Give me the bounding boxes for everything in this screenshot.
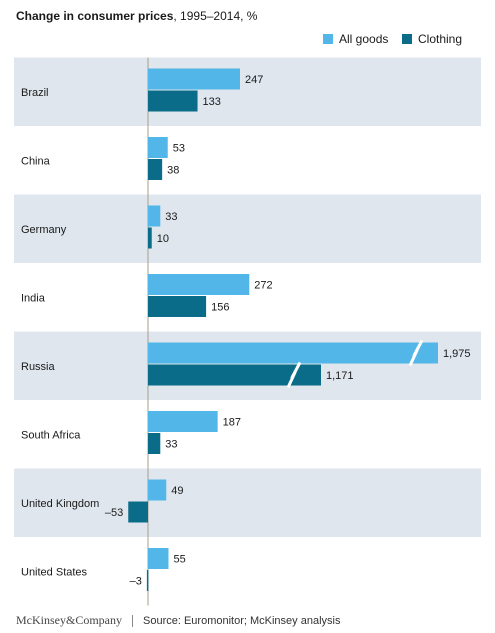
bar-all-goods-china <box>148 137 168 158</box>
bar-clothing-united-states <box>146 570 149 591</box>
row-band-south-africa <box>14 400 481 469</box>
bar-clothing-united-kingdom <box>128 501 148 523</box>
axis-break-clothing-russia <box>286 361 302 389</box>
legend-swatch-clothing <box>402 34 412 44</box>
value-label-clothing-united-kingdom: –53 <box>105 507 123 519</box>
bar-all-goods-united-kingdom <box>148 479 167 501</box>
row-band-india <box>14 263 481 332</box>
bar-clothing-germany <box>148 227 152 249</box>
bar-clothing-russia <box>148 364 321 386</box>
chart-subtitle: , 1995–2014, % <box>173 9 258 23</box>
bar-all-goods-germany <box>148 205 161 227</box>
value-label-clothing-china: 38 <box>167 165 179 177</box>
legend-label-all-goods: All goods <box>339 32 389 46</box>
row-band-brazil <box>14 57 481 126</box>
value-label-all-goods-united-kingdom: 49 <box>171 485 183 497</box>
row-band-united-states <box>14 537 481 606</box>
category-label-united-states: United States <box>21 566 88 578</box>
category-label-russia: Russia <box>21 361 56 373</box>
bar-clothing-india <box>148 296 207 317</box>
bar-clothing-south-africa <box>148 433 161 454</box>
legend-item-clothing: Clothing <box>402 32 462 46</box>
value-label-clothing-germany: 10 <box>157 233 169 245</box>
category-label-germany: Germany <box>21 224 67 236</box>
value-label-clothing-india: 156 <box>211 302 229 314</box>
footer: McKinsey&Company Source: Euromonitor; Mc… <box>16 613 340 628</box>
value-label-clothing-russia: 1,171 <box>326 370 354 382</box>
value-label-clothing-united-states: –3 <box>130 576 142 588</box>
value-label-all-goods-china: 53 <box>173 143 185 155</box>
category-label-china: China <box>21 155 51 167</box>
bar-all-goods-south-africa <box>148 411 218 432</box>
value-label-clothing-brazil: 133 <box>203 96 221 108</box>
category-label-united-kingdom: United Kingdom <box>21 498 99 510</box>
category-label-india: India <box>21 292 46 304</box>
chart-title: Change in consumer prices, 1995–2014, % <box>16 9 257 23</box>
value-label-all-goods-russia: 1,975 <box>443 348 471 360</box>
category-label-south-africa: South Africa <box>21 429 81 441</box>
brand-logo: McKinsey&Company <box>16 613 122 627</box>
row-band-china <box>14 126 481 195</box>
row-band-united-kingdom <box>14 468 481 537</box>
legend-label-clothing: Clothing <box>418 32 463 46</box>
value-label-all-goods-brazil: 247 <box>245 74 263 86</box>
legend-item-all-goods: All goods <box>323 32 388 46</box>
value-label-all-goods-south-africa: 187 <box>223 417 241 429</box>
legend: All goods Clothing <box>0 32 495 46</box>
value-label-all-goods-germany: 33 <box>165 211 177 223</box>
value-label-all-goods-united-states: 55 <box>173 554 185 566</box>
bar-all-goods-brazil <box>148 68 240 90</box>
category-label-brazil: Brazil <box>21 87 49 99</box>
bar-clothing-china <box>148 159 163 180</box>
value-label-all-goods-india: 272 <box>254 280 272 292</box>
bar-all-goods-india <box>148 274 250 295</box>
value-label-clothing-south-africa: 33 <box>165 439 177 451</box>
chart-title-main: Change in consumer prices <box>16 9 174 23</box>
bar-all-goods-russia <box>148 342 438 364</box>
legend-swatch-all-goods <box>323 34 333 44</box>
bar-clothing-brazil <box>148 90 198 112</box>
axis-break-all-goods-russia <box>408 339 424 367</box>
source-note: Source: Euromonitor; McKinsey analysis <box>143 614 341 627</box>
row-band-germany <box>14 194 481 263</box>
footer-divider <box>132 614 133 627</box>
bar-all-goods-united-states <box>148 548 169 569</box>
